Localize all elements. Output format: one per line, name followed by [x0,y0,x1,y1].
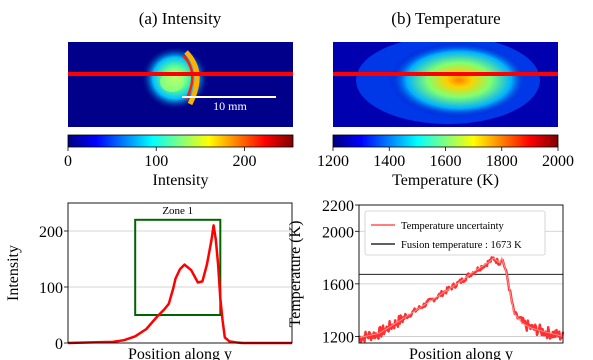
plot-frame [67,202,293,344]
y-tick-label: 2200 [322,198,354,215]
colorbar-gradient [332,134,559,148]
x-axis-label: Position along y [409,346,513,360]
y-tick-label: 1600 [322,277,354,294]
y-axis-label: Temperature (K) [287,221,304,328]
legend-entry: Temperature uncertainty [401,221,505,232]
scale-bar-label: 10 mm [213,99,247,113]
temperature-profile-chart: 1200 1600 2000 2200 Position along y Temperat… [287,198,565,360]
intensity-image [68,42,293,127]
colorbar-gradient [67,134,294,148]
zone-label: Zone 1 [162,205,193,217]
intensity-profile-chart: Zone 1 0 100 200 Position along y Intensity [5,202,293,360]
y-tick-label: 100 [39,280,63,297]
zone-box [134,218,222,316]
intensity-colorbar: 0 100 200 Intensity [64,134,294,189]
temperature-colorbar: 1200 1400 1600 1800 2000 Temperature (K) [317,134,574,189]
temperature-uncertainty-band [358,256,565,344]
panel-a-title: (a) Intensity [139,9,222,28]
y-tick-label: 0 [55,336,63,353]
colorbar-tick-label: 100 [144,153,168,170]
colorbar-label: Intensity [153,172,209,189]
colorbar-label: Temperature (K) [392,172,499,189]
colorbar-tick-label: 200 [232,153,256,170]
y-tick-label: 1200 [322,329,354,346]
colorbar-tick-label: 0 [64,153,72,170]
legend-entry: Fusion temperature : 1673 K [401,240,522,251]
colorbar-tick-label: 1600 [430,153,462,170]
colorbar-tick-label: 1200 [317,153,349,170]
temperature-curve [358,256,564,339]
intensity-curve [67,224,292,345]
x-axis-label: Position along y [128,346,232,360]
y-tick-label: 2000 [322,224,354,241]
y-tick-label: 200 [39,224,63,241]
panel-b-title: (b) Temperature [391,9,500,28]
plot-frame [358,204,564,344]
legend-box [364,210,546,256]
colorbar-tick-label: 1800 [486,153,518,170]
colorbar-tick-label: 2000 [542,153,574,170]
colorbar-tick-label: 1400 [373,153,405,170]
temperature-image [333,42,558,127]
y-axis-label: Intensity [5,245,22,301]
